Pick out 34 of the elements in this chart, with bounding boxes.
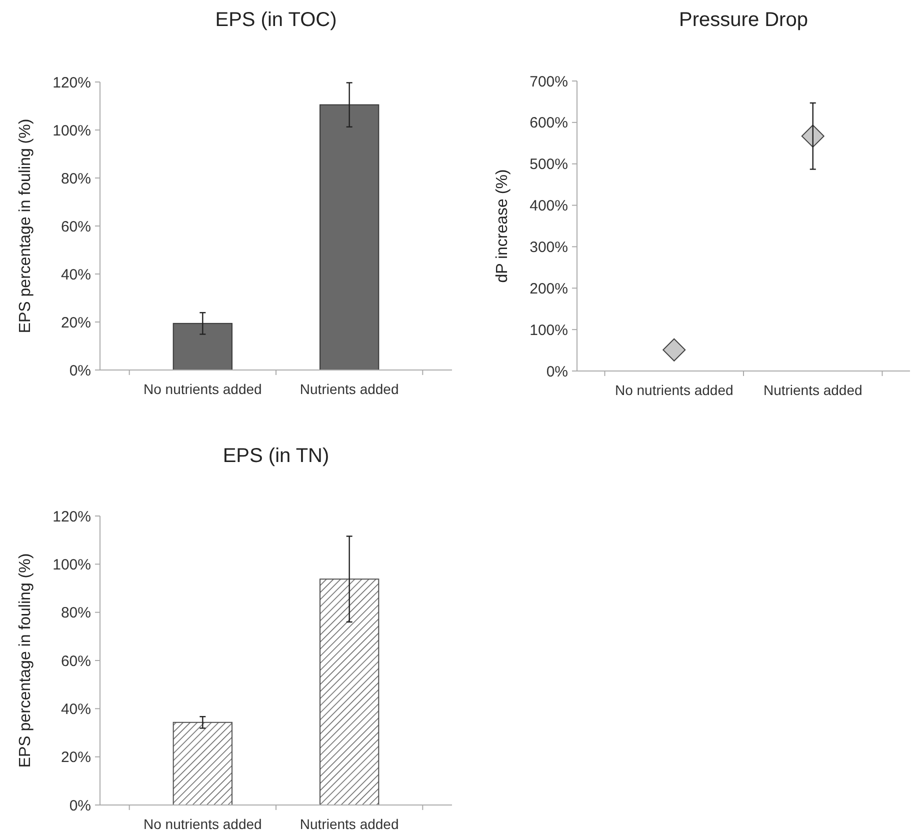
y-tick-label: 300% bbox=[530, 238, 568, 256]
y-tick-label: 40% bbox=[60, 700, 91, 718]
chart-title: EPS (in TOC) bbox=[215, 9, 337, 31]
y-tick-label: 100% bbox=[52, 556, 91, 574]
y-tick-label: 700% bbox=[530, 73, 568, 90]
y-axis-title: dP increase (%) bbox=[494, 169, 511, 283]
x-tick-label: Nutrients added bbox=[300, 381, 399, 397]
x-tick-label: No nutrients added bbox=[144, 381, 262, 397]
y-tick-label: 200% bbox=[530, 280, 568, 298]
chart-title: Pressure Drop bbox=[679, 9, 808, 31]
y-tick-label: 20% bbox=[60, 314, 91, 332]
y-tick-label: 60% bbox=[60, 652, 91, 670]
y-tick-label: 0% bbox=[69, 362, 91, 380]
y-tick-label: 500% bbox=[530, 156, 568, 174]
x-tick-label: Nutrients added bbox=[763, 382, 862, 398]
y-tick-label: 100% bbox=[530, 322, 568, 339]
y-tick-label: 0% bbox=[69, 797, 91, 814]
y-tick-label: 120% bbox=[52, 508, 91, 526]
y-tick-label: 80% bbox=[60, 604, 91, 622]
y-tick-label: 400% bbox=[530, 198, 568, 215]
y-tick-label: 60% bbox=[60, 218, 91, 236]
y-tick-label: 0% bbox=[546, 363, 568, 380]
y-tick-label: 40% bbox=[60, 266, 91, 284]
y-axis-title: EPS percentage in fouling (%) bbox=[17, 553, 34, 768]
x-tick-label: No nutrients added bbox=[614, 382, 734, 398]
y-tick-label: 120% bbox=[52, 74, 91, 92]
y-tick-label: 80% bbox=[60, 170, 91, 188]
chart-title: EPS (in TN) bbox=[222, 445, 330, 467]
x-tick-label: Nutrients added bbox=[300, 816, 399, 832]
y-tick-label: 100% bbox=[52, 122, 91, 140]
x-tick-label: No nutrients added bbox=[144, 816, 262, 832]
y-tick-label: 600% bbox=[530, 114, 568, 132]
y-tick-label: 20% bbox=[60, 749, 91, 766]
y-axis-title: EPS percentage in fouling (%) bbox=[17, 118, 34, 334]
